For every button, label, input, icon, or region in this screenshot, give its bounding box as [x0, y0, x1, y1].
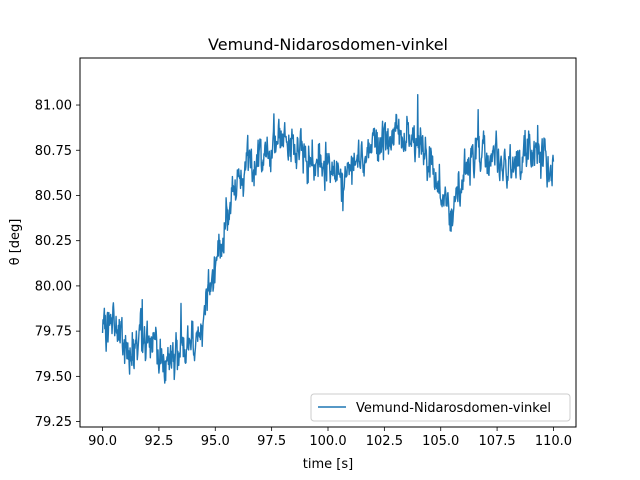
y-axis-ticks: 79.25 79.50 79.75 80.00 80.25 80.50 80.75 81.00	[35, 99, 80, 430]
x-tick-label: 100.0	[309, 434, 346, 449]
series-line	[101, 94, 555, 384]
y-tick-label: 80.50	[35, 189, 72, 204]
x-axis-ticks: 90.0 92.5 95.0 97.5 100.0 102.5 105.0 107.5 110.…	[88, 427, 572, 449]
x-tick-label: 92.5	[144, 434, 173, 449]
legend-box	[310, 393, 571, 422]
chart-title: Vemund-Nidarosdomen-vinkel	[208, 35, 448, 54]
y-tick-label: 80.00	[35, 279, 72, 294]
legend-label: Vemund-Nidarosdomen-vinkel	[356, 401, 551, 416]
x-tick-label: 102.5	[366, 434, 403, 449]
x-tick-label: 97.5	[257, 434, 286, 449]
plot-area	[80, 58, 576, 427]
x-tick-label: 105.0	[422, 434, 459, 449]
y-tick-label: 79.25	[35, 415, 72, 430]
x-tick-label: 110.0	[535, 434, 572, 449]
y-tick-label: 80.25	[35, 234, 72, 249]
y-tick-label: 79.50	[35, 370, 72, 385]
y-axis-label: θ [deg]	[8, 219, 23, 266]
y-tick-label: 81.00	[35, 99, 72, 114]
series-layer	[101, 94, 555, 384]
x-tick-label: 95.0	[201, 434, 230, 449]
x-axis-label: time [s]	[303, 457, 353, 472]
legend: Vemund-Nidarosdomen-vinkel	[310, 393, 571, 422]
y-tick-label: 79.75	[35, 325, 72, 340]
x-tick-label: 90.0	[88, 434, 117, 449]
y-tick-label: 80.75	[35, 144, 72, 159]
x-tick-label: 107.5	[478, 434, 515, 449]
